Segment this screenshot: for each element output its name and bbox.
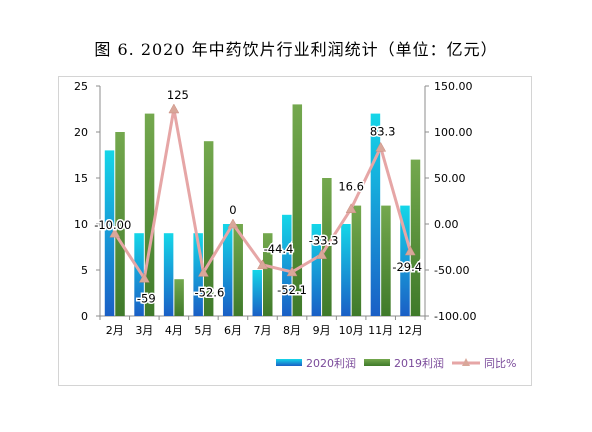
x-tick-label: 11月 <box>368 324 393 337</box>
bar-2020 <box>370 113 381 316</box>
bar-2020 <box>282 214 292 316</box>
yoy-data-label: 16.6 <box>338 180 364 194</box>
bar-series <box>104 104 421 317</box>
x-tick-label: 6月 <box>224 324 242 337</box>
legend: 2020利润 2019利润 同比% <box>276 356 516 370</box>
yoy-marker <box>257 259 268 270</box>
data-labels: -10.00 -59 125 -52.6 0 -44.4 -52.1 -33.3 16.6 83.… <box>93 87 424 307</box>
x-tick-label: 12月 <box>398 324 423 337</box>
yoy-line <box>113 107 412 280</box>
left-tick-label: 15 <box>74 172 88 185</box>
yoy-marker <box>375 141 387 152</box>
yoy-data-label: 0 <box>229 203 236 217</box>
yoy-marker <box>197 266 209 277</box>
yoy-data-label: -33.3 <box>309 234 339 248</box>
yoy-marker <box>286 266 298 277</box>
bar-2019 <box>144 113 155 316</box>
yoy-marker <box>168 103 180 114</box>
bar-2020 <box>311 224 322 316</box>
bar-2019 <box>381 205 391 316</box>
legend-label-2019: 2019利润 <box>394 356 444 370</box>
yoy-data-label: -10.00 <box>94 218 131 232</box>
legend-label-yoy: 同比% <box>484 357 516 370</box>
right-tick-label: 150.00 <box>434 80 473 93</box>
chart-frame <box>58 76 532 386</box>
bar-2020 <box>163 233 174 316</box>
bar-2019 <box>351 205 362 316</box>
bar-2019 <box>115 132 125 316</box>
legend-swatch-2019 <box>364 359 390 366</box>
yoy-data-label: -52.1 <box>277 283 307 297</box>
right-tick-label: 50.00 <box>434 172 466 185</box>
bar-2020 <box>222 224 233 316</box>
left-tick-label: 20 <box>74 126 88 139</box>
yoy-data-label: -59 <box>137 291 156 305</box>
x-tick-label: 9月 <box>313 324 331 337</box>
x-tick-label: 2月 <box>106 324 124 337</box>
right-tick-label: -50.00 <box>434 264 469 277</box>
bar-2020 <box>341 224 351 316</box>
bar-2020 <box>104 150 115 316</box>
bar-2019 <box>292 104 303 317</box>
right-tick-label: 100.00 <box>434 126 473 139</box>
yoy-marker <box>316 249 328 259</box>
yoy-data-label: -52.6 <box>195 285 225 299</box>
bar-2020 <box>193 233 203 316</box>
bar-2020 <box>134 233 144 316</box>
yoy-marker <box>138 272 150 283</box>
bar-2019 <box>410 159 421 316</box>
yoy-data-label: 125 <box>167 88 189 102</box>
legend-swatch-2020 <box>276 359 302 366</box>
yoy-marker <box>109 227 121 238</box>
bar-2019 <box>174 279 184 316</box>
x-tick-label: 4月 <box>165 324 183 337</box>
yoy-data-label: -29.4 <box>392 260 422 274</box>
bar-2020 <box>252 270 262 316</box>
left-tick-label: 25 <box>74 80 88 93</box>
left-tick-label: 10 <box>74 218 88 231</box>
x-tick-label: 7月 <box>254 324 272 337</box>
bar-2020 <box>400 205 410 316</box>
x-tick-label: 3月 <box>135 324 153 337</box>
x-tick-label: 10月 <box>339 324 364 337</box>
bar-2019 <box>263 233 273 316</box>
chart-title: 图 6. 2020 年中药饮片行业利润统计（单位：亿元） <box>94 40 498 59</box>
x-tick-label: 5月 <box>194 324 212 337</box>
yoy-marker <box>227 218 239 229</box>
legend-marker-yoy <box>462 358 470 366</box>
right-tick-label: -100.00 <box>434 310 476 323</box>
yoy-data-label: -44.4 <box>264 242 294 256</box>
bar-2019 <box>203 141 214 316</box>
x-tick-label: 8月 <box>283 324 301 337</box>
yoy-data-label: 83.3 <box>370 124 396 138</box>
bar-2019 <box>233 224 243 316</box>
line-series <box>109 103 416 283</box>
left-tick-label: 5 <box>81 264 88 277</box>
yoy-marker <box>404 245 416 256</box>
legend-label-2020: 2020利润 <box>306 356 356 370</box>
right-tick-label: 0.00 <box>434 218 459 231</box>
left-tick-label: 0 <box>81 310 88 323</box>
yoy-marker <box>345 203 357 213</box>
